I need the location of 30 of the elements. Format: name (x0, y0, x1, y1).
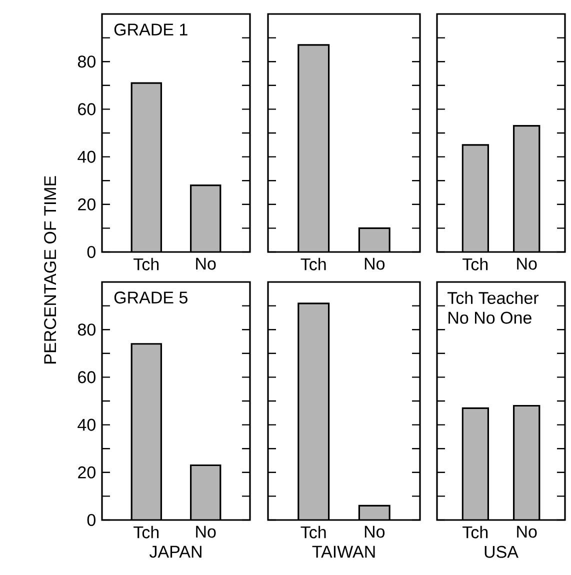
y-tick-label: 0 (87, 246, 96, 258)
annotation: GRADE 1 (114, 24, 188, 36)
x-tick-label: Tch (134, 526, 159, 538)
y-tick-label: 20 (78, 198, 96, 210)
y-tick-label: 40 (78, 418, 96, 431)
y-axis-title: PERCENTAGE OF TIME (44, 176, 56, 364)
x-axis-title: JAPAN (150, 546, 202, 558)
y-tick-label: 80 (78, 324, 96, 336)
x-axis-title: TAIWAN (312, 546, 375, 558)
x-tick-label: Tch (134, 258, 159, 270)
x-tick-label: No (517, 526, 537, 538)
x-axis-title: USA (484, 546, 518, 558)
x-tick-label: Tch (462, 258, 488, 270)
y-tick-label: 20 (78, 466, 96, 478)
y-tick-label: 80 (78, 56, 96, 68)
y-tick-label: 0 (87, 514, 96, 526)
y-tick-label: 60 (78, 371, 96, 384)
x-tick-label: No (196, 526, 216, 538)
x-tick-label: Tch (462, 526, 488, 538)
y-tick-label: 60 (78, 103, 96, 116)
annotation: No No One (448, 312, 532, 324)
y-tick-label: 40 (78, 150, 96, 163)
x-tick-label: No (517, 258, 537, 270)
x-tick-label: No (364, 526, 385, 538)
x-tick-label: Tch (300, 258, 326, 270)
x-tick-label: No (196, 258, 216, 270)
annotation: Tch Teacher (448, 292, 539, 304)
annotation: GRADE 5 (114, 292, 188, 304)
x-tick-label: No (364, 258, 385, 270)
x-tick-label: Tch (300, 526, 326, 538)
